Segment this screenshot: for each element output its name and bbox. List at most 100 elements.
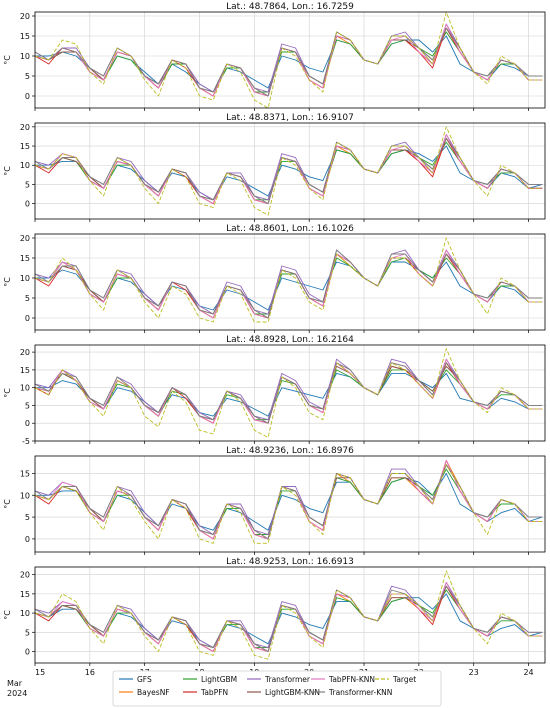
y-tick-label: 10 <box>20 609 30 618</box>
y-axis-label: °C <box>3 388 12 398</box>
panel-frame <box>34 233 546 331</box>
panel-6: Lat.: 48.9253, Lon.: 16.6913 0 5 10 15 20 °C <box>3 557 546 666</box>
series-line-bayesnf <box>35 27 543 97</box>
y-tick-label: 5 <box>25 513 30 522</box>
series-group <box>35 126 543 216</box>
panel-title: Lat.: 48.7864, Lon.: 16.7259 <box>226 2 354 12</box>
y-tick-label: 20 <box>20 123 30 132</box>
panel-frame <box>34 566 546 664</box>
y-tick-label: 5 <box>25 72 30 81</box>
legend-label: LightGBM-KNN <box>265 688 320 697</box>
legend-label: GFS <box>137 675 152 684</box>
series-line-lightgbm <box>35 589 543 649</box>
y-tick-label: 20 <box>20 234 30 243</box>
y-tick-label: 20 <box>20 571 30 580</box>
series-line-bayesnf <box>35 137 543 205</box>
y-axis-label: °C <box>3 166 12 176</box>
panel-title: Lat.: 48.9253, Lon.: 16.6913 <box>226 557 354 567</box>
series-group <box>35 348 543 438</box>
series-line-tabpfn <box>35 137 543 205</box>
y-tick-label: 5 <box>25 628 30 637</box>
series-line-lightgbm <box>35 141 543 201</box>
y-tick-label: 10 <box>20 384 30 393</box>
series-line-lightgbm <box>35 31 543 93</box>
y-tick-label: 0 <box>25 419 30 428</box>
series-line-target <box>35 348 543 438</box>
series-line-gfs <box>35 372 543 417</box>
y-tick-label: 15 <box>20 590 30 599</box>
y-tick-label: 0 <box>25 647 30 656</box>
series-line-target <box>35 464 543 544</box>
legend: GFS BayesNF LightGBM TabPFN Transformer Light… <box>112 670 442 707</box>
y-tick-label: 5 <box>25 294 30 303</box>
panel-title: Lat.: 48.8601, Lon.: 16.1026 <box>226 224 354 234</box>
y-axis-label: °C <box>3 55 12 65</box>
panels: Lat.: 48.7864, Lon.: 16.725905101520°CLa… <box>3 2 546 666</box>
series-line-bayesnf <box>35 585 543 652</box>
series-line-target <box>35 237 543 323</box>
series-line-gfs <box>35 145 543 201</box>
legend-label: Target <box>392 675 416 684</box>
series-line-tabpfn <box>35 585 543 652</box>
series-group <box>35 12 543 108</box>
x-date-caption: 2024 <box>7 689 27 698</box>
series-group <box>35 570 543 660</box>
y-tick-label: 15 <box>20 469 30 478</box>
y-tick-label: 20 <box>20 348 30 357</box>
series-line-lightgbm-knn <box>35 137 543 205</box>
x-tick-label: 16 <box>85 668 95 677</box>
panel-frame <box>34 122 546 220</box>
panel-4: Lat.: 48.8928, Lon.: 16.2164 -5 0 5 10 15 20 °C <box>3 335 546 446</box>
legend-label: LightGBM <box>201 675 237 684</box>
y-axis-label: °C <box>3 499 12 509</box>
y-tick-label: 5 <box>25 180 30 189</box>
series-line-lightgbm-knn <box>35 585 543 652</box>
x-tick-label: 23 <box>469 668 479 677</box>
series-line-transformer-knn <box>35 137 543 205</box>
y-axis-label: °C <box>3 277 12 287</box>
y-tick-label: 0 <box>25 535 30 544</box>
series-line-transformer-knn <box>35 249 543 319</box>
legend-label: TabPFN <box>200 688 228 697</box>
series-line-tabpfn <box>35 27 543 97</box>
panel-2: Lat.: 48.8371, Lon.: 16.9107 0 5 10 15 20 °C <box>3 113 546 222</box>
panel-3: Lat.: 48.8601, Lon.: 16.1026 0 5 10 15 20 °C <box>3 224 546 333</box>
y-tick-label: 20 <box>20 12 30 21</box>
panel-5: Lat.: 48.9236, Lon.: 16.8976 0 5 10 15 °C <box>3 446 546 555</box>
y-tick-label: 15 <box>20 142 30 151</box>
x-date-caption: Mar <box>7 679 23 688</box>
y-tick-label: 15 <box>20 254 30 263</box>
panel-title: Lat.: 48.8371, Lon.: 16.9107 <box>226 113 354 123</box>
series-line-target <box>35 126 543 216</box>
y-tick-label: 10 <box>20 274 30 283</box>
series-line-target <box>35 12 543 108</box>
series-line-transformer-knn <box>35 585 543 652</box>
y-tick-label: 0 <box>25 314 30 323</box>
y-tick-label: 15 <box>20 366 30 375</box>
y-tick-label: 10 <box>20 491 30 500</box>
x-tick-label: 15 <box>35 668 45 677</box>
panel-title: Lat.: 48.9236, Lon.: 16.8976 <box>226 446 354 456</box>
y-tick-label: -5 <box>22 437 30 446</box>
series-line-transformer-knn <box>35 27 543 97</box>
panel-1: Lat.: 48.7864, Lon.: 16.7259 0 5 10 15 20 °C <box>3 2 546 111</box>
series-line-gfs <box>35 593 543 649</box>
panel-title: Lat.: 48.8928, Lon.: 16.2164 <box>226 335 354 345</box>
series-line-transformer-knn <box>35 464 543 540</box>
series-line-gfs <box>35 473 543 531</box>
series-line-tabpfn-knn <box>35 358 543 424</box>
legend-label: Transformer <box>264 675 311 684</box>
series-line-tabpfn-knn <box>35 249 543 319</box>
legend-box <box>112 670 442 707</box>
series-line-gfs <box>35 261 543 311</box>
y-tick-label: 0 <box>25 200 30 209</box>
legend-label: TabPFN-KNN <box>328 675 375 684</box>
y-tick-label: 10 <box>20 161 30 170</box>
y-tick-label: 10 <box>20 52 30 61</box>
y-tick-label: 0 <box>25 92 30 101</box>
series-line-transformer-knn <box>35 362 543 424</box>
panel-frame <box>34 344 546 442</box>
series-line-lightgbm-knn <box>35 27 543 97</box>
series-line-target <box>35 570 543 660</box>
